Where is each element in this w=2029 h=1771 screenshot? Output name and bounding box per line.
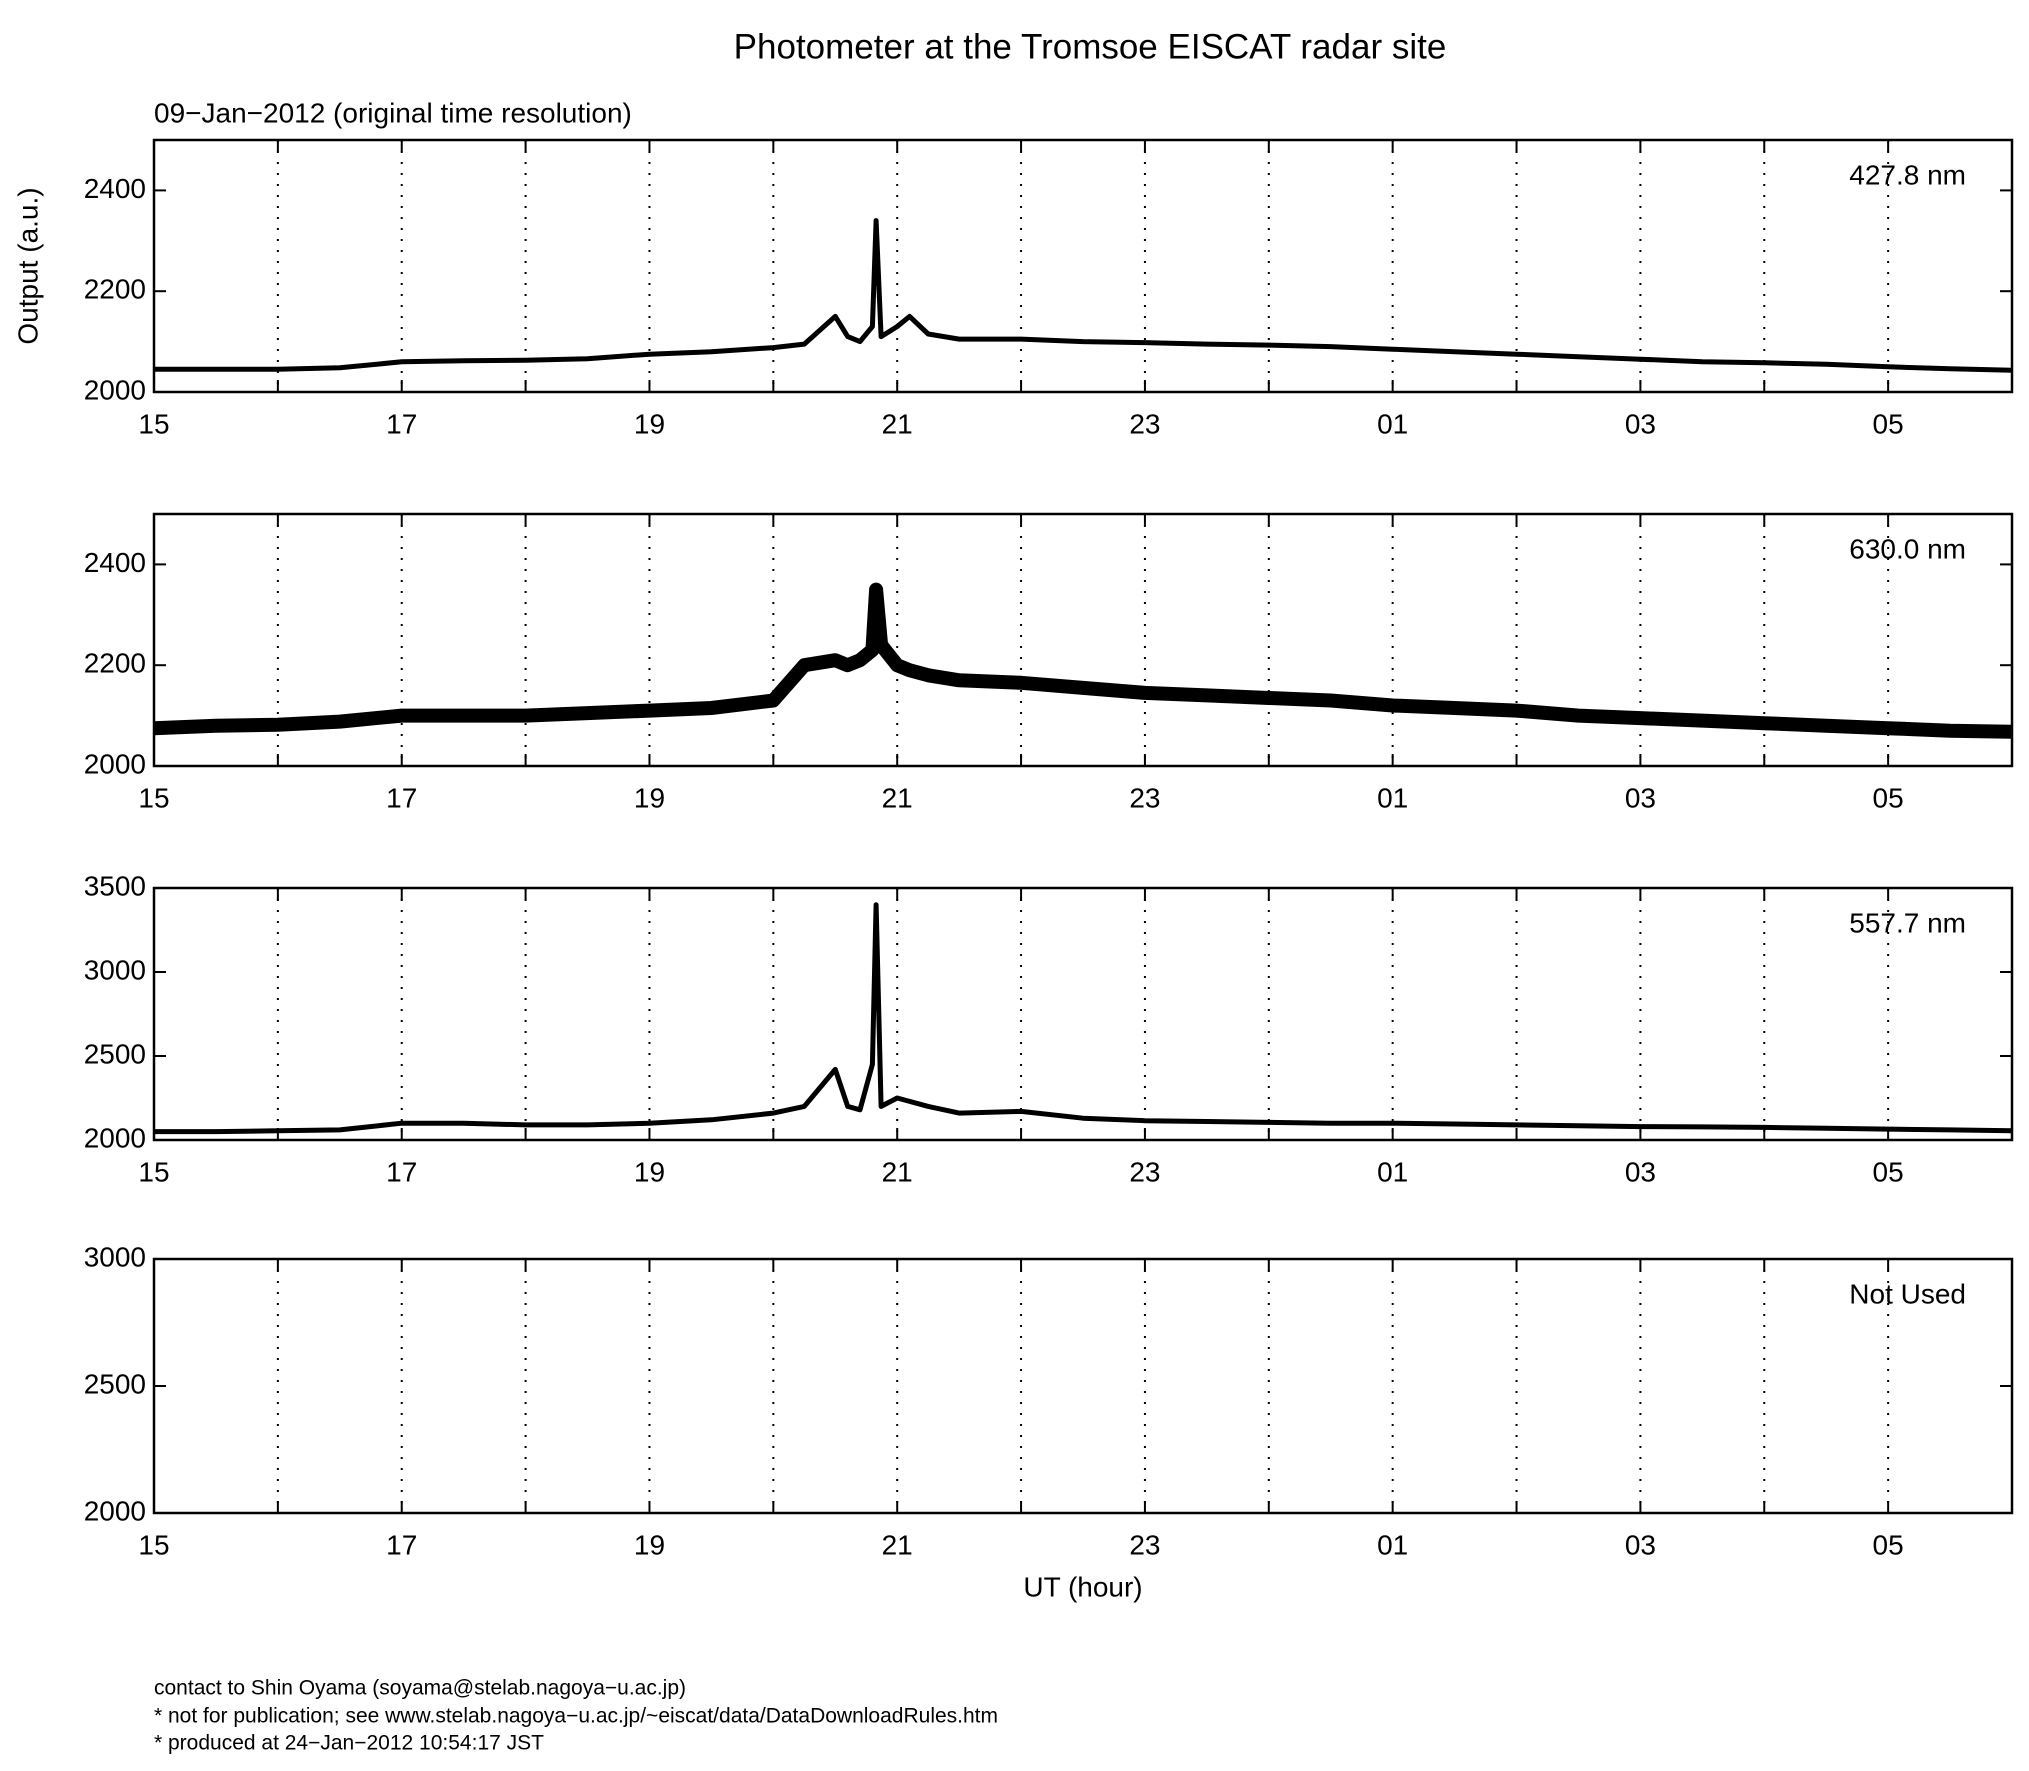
y-tick-label: 2000 <box>84 748 146 779</box>
x-tick-label: 01 <box>1377 782 1408 813</box>
subtitle: 09−Jan−2012 (original time resolution) <box>154 97 632 128</box>
x-tick-label: 23 <box>1129 1529 1160 1560</box>
x-tick-label: 21 <box>882 782 913 813</box>
x-tick-label: 03 <box>1625 1529 1656 1560</box>
x-tick-label: 15 <box>138 1156 169 1187</box>
data-line <box>154 902 2013 1135</box>
x-tick-label: 23 <box>1129 1156 1160 1187</box>
plot-frame <box>152 886 2014 1142</box>
x-tick-label: 03 <box>1625 782 1656 813</box>
x-tick-label: 01 <box>1377 1156 1408 1187</box>
x-tick-label: 17 <box>386 408 417 439</box>
y-tick-label: 2500 <box>84 1368 146 1399</box>
chart-title: Photometer at the Tromsoe EISCAT radar s… <box>734 27 1447 66</box>
x-tick-label: 03 <box>1625 408 1656 439</box>
y-tick-label: 2400 <box>84 547 146 578</box>
footer-line: contact to Shin Oyama (soyama@stelab.nag… <box>154 1677 686 1700</box>
x-tick-label: 05 <box>1873 408 1904 439</box>
data-line <box>153 582 2013 739</box>
x-tick-label: 23 <box>1129 408 1160 439</box>
x-axis-label: UT (hour) <box>1023 1571 1142 1602</box>
y-tick-label: 3000 <box>84 1241 146 1272</box>
x-tick-label: 15 <box>138 782 169 813</box>
x-tick-label: 17 <box>386 1156 417 1187</box>
footer-line: * not for publication; see www.stelab.na… <box>154 1705 998 1728</box>
y-tick-label: 2000 <box>84 1495 146 1526</box>
panel-label: 630.0 nm <box>1849 533 1966 564</box>
footer-line: * produced at 24−Jan−2012 10:54:17 JST <box>154 1732 544 1755</box>
y-tick-label: 2000 <box>84 1122 146 1153</box>
x-tick-label: 21 <box>882 1529 913 1560</box>
x-tick-label: 19 <box>634 1529 665 1560</box>
x-tick-label: 17 <box>386 1529 417 1560</box>
x-tick-label: 19 <box>634 1156 665 1187</box>
y-tick-label: 2200 <box>84 274 146 305</box>
x-tick-label: 05 <box>1873 1529 1904 1560</box>
y-tick-label: 3500 <box>84 870 146 901</box>
x-tick-label: 21 <box>882 1156 913 1187</box>
x-tick-label: 23 <box>1129 782 1160 813</box>
plot-frame <box>152 138 2014 394</box>
x-tick-label: 01 <box>1377 1529 1408 1560</box>
y-tick-label: 2000 <box>84 374 146 405</box>
y-axis-label: Output (a.u.) <box>12 187 43 344</box>
panel-label: 557.7 nm <box>1849 907 1966 938</box>
x-tick-label: 03 <box>1625 1156 1656 1187</box>
plot-frame <box>152 1257 2014 1515</box>
x-tick-label: 05 <box>1873 782 1904 813</box>
panel-label: Not Used <box>1849 1278 1966 1309</box>
x-tick-label: 15 <box>138 1529 169 1560</box>
panel-label: 427.8 nm <box>1849 159 1966 190</box>
x-tick-label: 01 <box>1377 408 1408 439</box>
x-tick-label: 15 <box>138 408 169 439</box>
x-tick-label: 17 <box>386 782 417 813</box>
x-tick-label: 19 <box>634 408 665 439</box>
x-tick-label: 21 <box>882 408 913 439</box>
y-tick-label: 2200 <box>84 648 146 679</box>
x-tick-label: 05 <box>1873 1156 1904 1187</box>
y-tick-label: 3000 <box>84 954 146 985</box>
data-line <box>154 218 2013 373</box>
x-tick-label: 19 <box>634 782 665 813</box>
y-tick-label: 2500 <box>84 1038 146 1069</box>
y-tick-label: 2400 <box>84 173 146 204</box>
plot-frame <box>152 512 2014 768</box>
